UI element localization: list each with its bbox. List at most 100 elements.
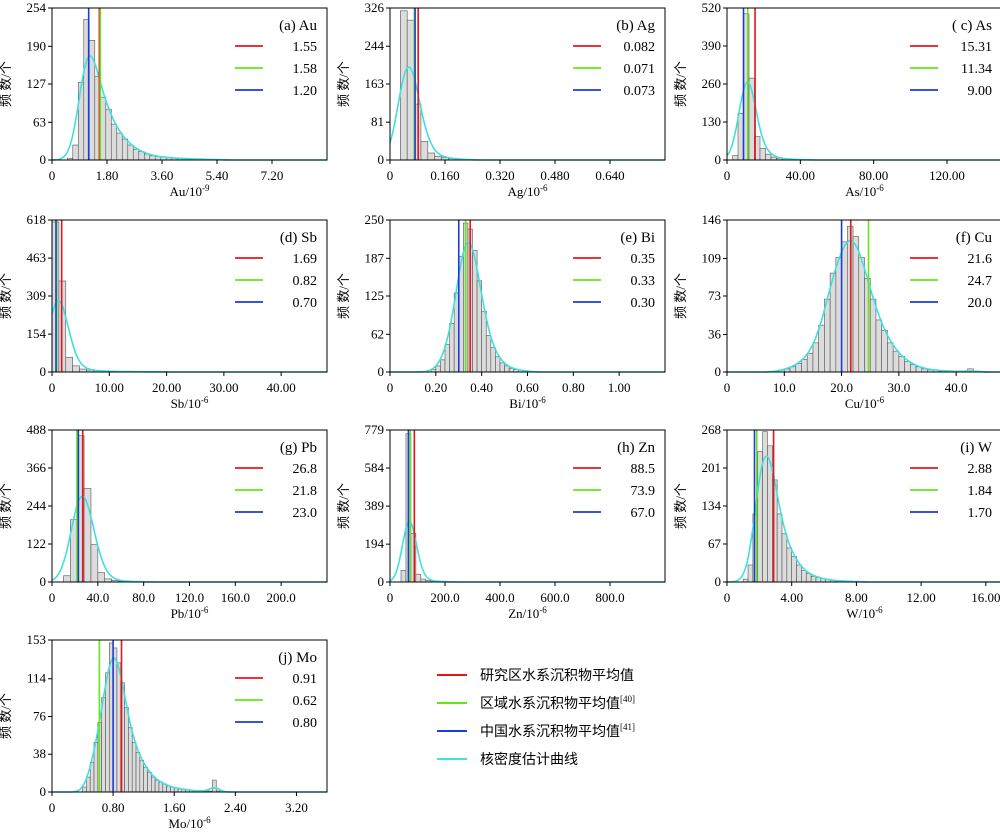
x-tick-label: 30.00 <box>209 380 238 395</box>
x-tick-label: 5.40 <box>206 168 229 183</box>
histogram-bar <box>139 759 144 793</box>
mean-value-label: 1.70 <box>968 506 993 521</box>
x-tick-label: 1.60 <box>163 800 186 815</box>
y-tick-label: 114 <box>27 671 47 686</box>
y-tick-label: 194 <box>365 536 385 551</box>
x-tick-label: 0.320 <box>485 168 514 183</box>
x-tick-label: 0.40 <box>470 380 493 395</box>
legend-label-study-mean: 研究区水系沉积物平均值 <box>480 668 634 684</box>
x-tick-label: 80.00 <box>859 168 888 183</box>
x-tick-label: 8.00 <box>845 590 868 605</box>
legend-label-kde: 核密度估计曲线 <box>480 751 578 768</box>
y-tick-label: 190 <box>27 38 47 53</box>
x-axis-label-base: W/10 <box>846 606 875 621</box>
x-tick-label: 120.0 <box>175 590 204 605</box>
mean-value-label: 11.34 <box>961 62 992 77</box>
histogram-panel: 0 63 127 190 254 0 1.80 3.60 5.40 7.20 Au/10-9 频 数/… <box>0 0 328 199</box>
histogram-bar <box>77 81 85 161</box>
x-tick-label: 0.80 <box>562 380 585 395</box>
y-tick-label: 67 <box>708 536 722 551</box>
histogram-bar <box>801 359 808 373</box>
histogram-bar <box>841 241 848 373</box>
mean-value-label: 0.80 <box>293 716 318 731</box>
x-tick-label: 0.160 <box>430 168 459 183</box>
histogram-bar <box>420 141 429 161</box>
histogram-bar <box>495 356 501 373</box>
x-axis-label: Bi/10-6 <box>509 395 546 411</box>
x-tick-label: 1.00 <box>608 380 631 395</box>
x-tick-label: 0 <box>724 380 731 395</box>
panel-title: (i) W <box>960 440 993 456</box>
histogram-panel: 0 38 76 114 153 0 0.80 1.60 2.40 3.20 Mo/10-6 频 数/个… <box>0 632 328 831</box>
y-axis-label: 频 数/个 <box>336 61 351 107</box>
x-axis-label: Mo/10-6 <box>168 815 211 831</box>
histogram-bar <box>835 257 842 373</box>
x-axis-label-exponent: -6 <box>203 815 211 825</box>
histogram-bar <box>759 148 766 161</box>
x-axis-label: Sb/10-6 <box>171 395 209 411</box>
x-tick-label: 80.0 <box>132 590 155 605</box>
y-tick-label: 0 <box>40 574 47 589</box>
histogram-bar <box>82 786 87 793</box>
legend-text-regional-mean: 区域水系沉积物平均值 <box>480 696 620 712</box>
y-tick-label: 0 <box>378 364 385 379</box>
x-axis-label-exponent: -6 <box>540 183 548 193</box>
x-tick-label: 0 <box>49 380 56 395</box>
histogram-panel: 0 154 309 463 618 0 10.00 20.00 30.00 40.00 Sb/10-… <box>0 212 328 411</box>
histogram-panel: 0 62 125 187 250 0 0.20 0.40 0.60 0.80 1.00 Bi/10-6… <box>336 212 666 411</box>
histogram-bar <box>892 350 900 373</box>
mean-value-label: 1.55 <box>293 40 318 55</box>
mean-value-label: 24.7 <box>968 274 993 289</box>
x-tick-label: 0.60 <box>516 380 539 395</box>
y-tick-label: 268 <box>702 422 722 437</box>
x-tick-label: 20.00 <box>152 380 181 395</box>
histogram-bar <box>105 672 110 793</box>
histogram-bar <box>762 431 768 583</box>
x-axis-label-base: Zn/10 <box>508 606 539 621</box>
panel-title: (j) Mo <box>278 650 317 666</box>
histogram-bar <box>121 138 129 161</box>
histogram-bar <box>765 153 772 161</box>
y-tick-label: 125 <box>365 288 385 303</box>
legend-entry-china-mean: 中国水系沉积物平均值[41] <box>437 722 635 740</box>
x-tick-label: 10.00 <box>95 380 124 395</box>
x-axis-label: As/10-6 <box>845 183 884 199</box>
x-tick-label: 0 <box>49 590 56 605</box>
y-tick-label: 390 <box>702 38 722 53</box>
histogram-panel: 0 67 134 201 268 0 4.00 8.00 12.00 16.00 W/10-6 频 数… <box>673 422 1000 621</box>
legend-entry-kde: 核密度估计曲线 <box>437 751 578 768</box>
histogram-bar <box>427 152 435 161</box>
legend-label-china-mean: 中国水系沉积物平均值[41] <box>480 722 635 740</box>
y-tick-label: 146 <box>702 212 722 227</box>
histogram-bar <box>795 363 802 373</box>
histogram-bar <box>105 108 112 161</box>
mean-value-label: 23.0 <box>293 506 318 521</box>
mean-value-label: 20.0 <box>968 296 993 311</box>
histogram-bar <box>481 310 487 373</box>
y-tick-label: 63 <box>33 114 46 129</box>
histogram-bar <box>212 779 217 793</box>
y-tick-label: 36 <box>708 327 722 342</box>
x-axis-label: Au/10-9 <box>170 183 210 199</box>
x-axis-label-exponent: -6 <box>538 395 546 405</box>
histogram-bar <box>147 771 152 793</box>
histogram-panel: 0 81 163 244 326 0 0.160 0.320 0.480 0.640 Ag/10-6… <box>336 0 666 199</box>
histogram-bar <box>63 575 71 583</box>
legend-entry-study-mean: 研究区水系沉积物平均值 <box>437 668 634 684</box>
x-tick-label: 20.0 <box>830 380 853 395</box>
y-tick-label: 618 <box>27 212 47 227</box>
histogram-bar <box>499 362 505 373</box>
x-tick-label: 40.00 <box>786 168 815 183</box>
mean-value-label: 67.0 <box>631 506 656 521</box>
histogram-bar <box>875 319 882 373</box>
y-tick-label: 463 <box>27 250 47 265</box>
histogram-bar <box>415 573 422 583</box>
histogram-bar <box>435 365 441 373</box>
panel-title: (g) Pb <box>280 440 317 456</box>
y-tick-label: 366 <box>27 460 47 475</box>
mean-value-label: 1.58 <box>293 62 318 77</box>
y-axis-label: 频 数/个 <box>0 693 13 739</box>
panel-title: ( c) As <box>952 18 992 34</box>
x-axis-label: Zn/10-6 <box>508 605 547 621</box>
x-tick-label: 40.0 <box>945 380 968 395</box>
